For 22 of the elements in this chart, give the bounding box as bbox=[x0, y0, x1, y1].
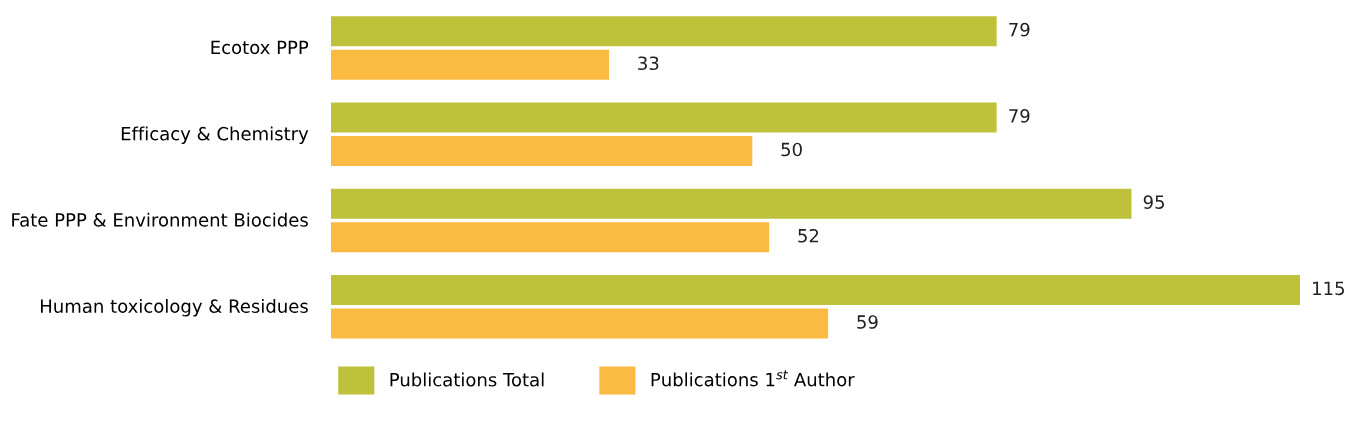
y-tick-label: Fate PPP & Environment Biocides bbox=[12, 212, 308, 227]
bar bbox=[331, 308, 829, 339]
y-tick-label: Human toxicology & Residues bbox=[41, 299, 308, 317]
legend-label: Publications 1$^{st}$ Author bbox=[651, 370, 855, 387]
bar bbox=[331, 16, 997, 47]
bar bbox=[331, 222, 770, 253]
data-label: 79 bbox=[1009, 109, 1030, 123]
bar bbox=[331, 274, 1300, 305]
data-label: 95 bbox=[1143, 195, 1164, 209]
data-label: 59 bbox=[857, 315, 878, 329]
bar bbox=[331, 49, 610, 80]
bar bbox=[331, 102, 997, 133]
bar bbox=[331, 136, 753, 167]
data-label: 52 bbox=[798, 228, 819, 243]
y-tick-label: Efficacy & Chemistry bbox=[121, 126, 309, 144]
data-label: 33 bbox=[638, 56, 659, 71]
data-label: 79 bbox=[1009, 22, 1030, 37]
legend-label: Publications Total bbox=[390, 372, 544, 387]
bar bbox=[331, 188, 1132, 219]
y-tick-label: Ecotox PPP bbox=[211, 40, 309, 55]
data-label: 50 bbox=[781, 142, 802, 157]
data-label: 115 bbox=[1313, 281, 1344, 296]
